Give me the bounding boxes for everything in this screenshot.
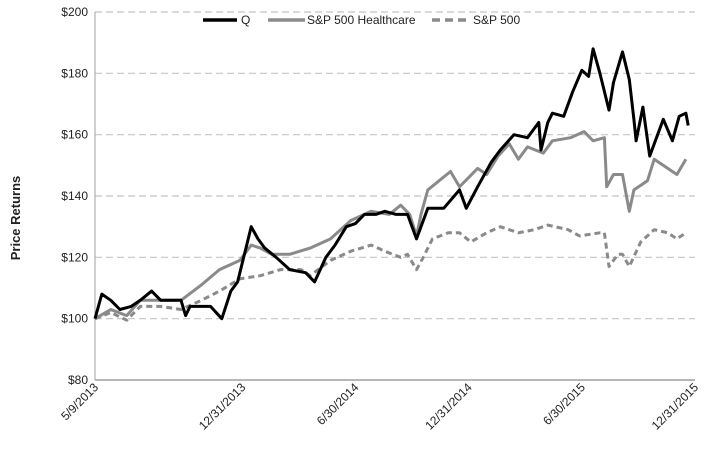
legend: Q S&P 500 Healthcare S&P 500	[203, 13, 520, 27]
x-tick-label: 6/30/2015	[540, 380, 588, 428]
legend-item: S&P 500	[432, 13, 520, 27]
x-tick-label: 12/31/2014	[422, 380, 475, 433]
x-axis-ticks: 5/9/2013 12/31/2013 6/30/2014 12/31/2014 6/3…	[58, 380, 701, 433]
legend-item: Q	[203, 13, 250, 27]
series-line-s-p-500	[94, 223, 687, 322]
y-tick-label: $100	[61, 312, 88, 326]
y-tick-label: $120	[61, 250, 88, 264]
legend-label: S&P 500 Healthcare	[307, 13, 416, 27]
legend-label: Q	[241, 13, 250, 27]
legend-item: S&P 500 Healthcare	[268, 13, 416, 27]
series-line-s-p-500-healthcare	[94, 130, 688, 320]
gridlines	[95, 11, 695, 320]
y-tick-label: $200	[61, 5, 88, 19]
y-tick-label: $180	[61, 66, 88, 80]
y-tick-label: $80	[68, 373, 88, 387]
series-lines	[93, 47, 690, 322]
y-axis-title: Price Returns	[8, 176, 23, 261]
y-tick-label: $140	[61, 189, 88, 203]
legend-label: S&P 500	[473, 13, 520, 27]
x-tick-label: 12/31/2015	[649, 380, 702, 433]
y-tick-label: $160	[61, 128, 88, 142]
series-line-q	[93, 47, 690, 321]
x-tick-label: 6/30/2014	[314, 380, 362, 428]
y-axis-ticks: $80 $100 $120 $140 $160 $180 $200	[61, 5, 88, 387]
x-tick-label: 12/31/2013	[196, 380, 249, 433]
